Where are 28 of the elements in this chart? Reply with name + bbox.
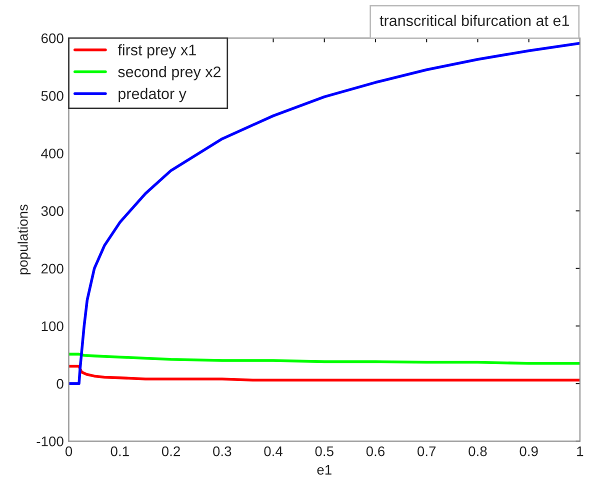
x-tick-label: 0.3 <box>213 446 232 456</box>
y-tick-label: 500 <box>41 90 64 101</box>
x-tick-label: 0.9 <box>520 446 538 456</box>
legend-label: second prey x2 <box>118 66 221 80</box>
x-tick-label: 0 <box>65 446 72 456</box>
y-tick-label: 600 <box>41 33 64 44</box>
line-series <box>68 42 580 385</box>
y-axis-title: populations <box>18 204 31 274</box>
text: transcritical bifurcation at e1 <box>380 14 569 26</box>
x-tick-label: 0.7 <box>417 446 436 456</box>
legend-label: predator y <box>118 88 186 102</box>
x-tick-label: 1 <box>577 446 584 456</box>
y-tick-label: -100 <box>36 436 64 446</box>
x-tick-label: 0.2 <box>162 446 180 456</box>
y-tick-label: 100 <box>42 321 64 332</box>
y-tick-label: 400 <box>41 148 64 158</box>
y-tick-label: 200 <box>41 264 64 274</box>
y-tick-label: 300 <box>41 206 64 216</box>
x-axis-title: e1 <box>317 465 332 475</box>
legend-label: first prey x1 <box>118 44 196 58</box>
x-tick-label: 0.8 <box>468 446 487 456</box>
line-series <box>68 352 580 365</box>
x-tick-label: 0.4 <box>264 446 282 456</box>
line-series <box>68 364 580 382</box>
x-tick-label: 0.6 <box>366 446 385 456</box>
x-tick-label: 0.5 <box>315 446 334 456</box>
x-tick-label: 0.1 <box>110 446 129 456</box>
y-tick-label: 0 <box>56 378 64 389</box>
